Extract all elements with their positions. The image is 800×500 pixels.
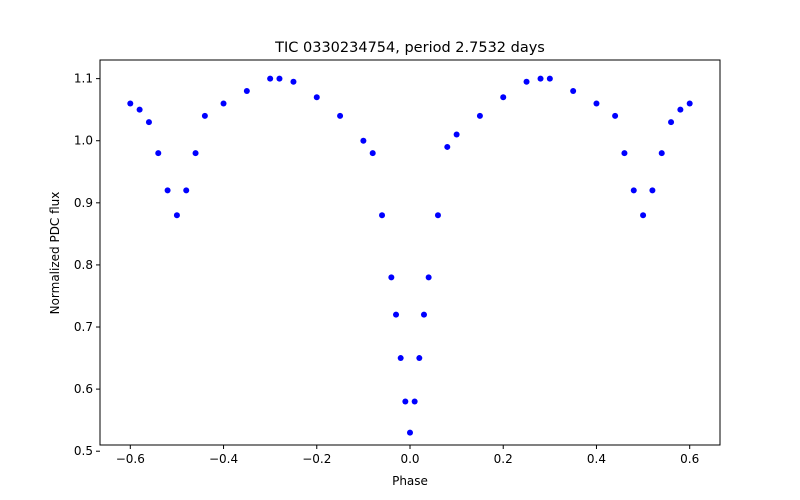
plot-frame <box>99 59 721 446</box>
y-tick-label: 1.0 <box>74 134 93 148</box>
data-point <box>337 112 344 119</box>
data-point <box>570 88 577 95</box>
data-point <box>388 274 395 281</box>
data-point <box>612 112 619 119</box>
data-point <box>420 311 427 318</box>
data-points <box>127 75 693 436</box>
data-point <box>546 75 553 82</box>
x-axis-label: Phase <box>392 474 428 488</box>
data-point <box>593 100 600 107</box>
data-point <box>523 78 530 85</box>
data-point <box>164 187 171 194</box>
data-point <box>360 137 367 144</box>
x-tick-label: 0.2 <box>494 452 513 466</box>
x-axis-ticks: −0.6 −0.4 −0.2 0.0 0.2 0.4 0.6 <box>116 445 699 466</box>
data-point <box>276 75 283 82</box>
data-point <box>407 429 413 436</box>
chart-title: TIC 0330234754, period 2.7532 days <box>274 40 545 56</box>
y-tick-label: 1.1 <box>74 72 93 86</box>
data-point <box>686 100 693 107</box>
y-axis-label: Normalized PDC flux <box>48 192 62 315</box>
data-point <box>402 398 409 405</box>
data-point <box>393 311 400 318</box>
data-point <box>537 75 544 82</box>
y-tick-label: 0.7 <box>74 320 93 334</box>
data-point <box>397 355 404 362</box>
data-point <box>640 212 647 219</box>
data-point <box>476 112 483 119</box>
data-point <box>127 100 134 107</box>
data-point <box>630 187 637 194</box>
data-point <box>290 78 297 85</box>
data-point <box>444 143 451 150</box>
data-point <box>201 112 208 119</box>
x-tick-label: −0.6 <box>116 452 145 466</box>
data-point <box>677 106 684 113</box>
y-tick-label: 0.8 <box>74 258 93 272</box>
data-point <box>183 187 190 194</box>
data-point <box>658 150 665 157</box>
data-point <box>668 119 675 126</box>
data-point <box>313 94 320 101</box>
data-point <box>379 212 386 219</box>
x-tick-label: 0.0 <box>400 452 419 466</box>
y-tick-label: 0.9 <box>74 196 93 210</box>
x-tick-label: −0.4 <box>209 452 238 466</box>
data-point <box>243 88 250 95</box>
data-point <box>155 150 162 157</box>
x-tick-label: 0.6 <box>680 452 699 466</box>
data-point <box>369 150 376 157</box>
x-tick-label: −0.2 <box>302 452 331 466</box>
data-point <box>416 355 423 362</box>
y-tick-label: 0.5 <box>74 444 93 458</box>
data-point <box>173 212 180 219</box>
data-point <box>220 100 227 107</box>
data-point <box>649 187 656 194</box>
y-axis-ticks: 0.5 0.6 0.7 0.8 0.9 1.0 1.1 <box>74 72 100 458</box>
y-tick-label: 0.6 <box>74 382 93 396</box>
data-point <box>621 150 628 157</box>
data-point <box>500 94 507 101</box>
data-point <box>411 398 418 405</box>
data-point <box>145 119 152 126</box>
data-point <box>425 274 432 281</box>
x-tick-label: 0.4 <box>587 452 606 466</box>
data-point <box>434 212 441 219</box>
data-point <box>192 150 199 157</box>
data-point <box>136 106 143 113</box>
data-point <box>453 131 460 138</box>
data-point <box>267 75 274 82</box>
